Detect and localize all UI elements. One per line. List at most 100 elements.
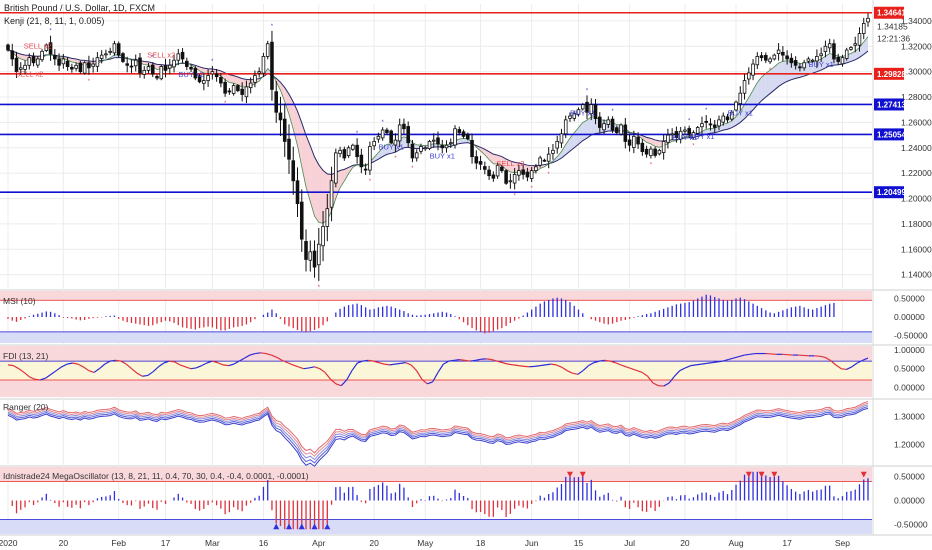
candle-body <box>632 135 636 148</box>
fdi-line-segment <box>668 375 675 384</box>
candle-body <box>602 123 606 131</box>
mega-tick-label: -0.50000 <box>894 519 928 529</box>
kenji-band-segment <box>753 82 758 110</box>
candle-body <box>866 17 870 23</box>
price-tick-label: 1.24000 <box>901 143 932 153</box>
star-marker: * <box>705 108 708 114</box>
candle-body <box>827 43 832 49</box>
candle-body <box>325 208 330 227</box>
candle-body <box>87 62 91 69</box>
fdi-line-segment <box>722 359 729 362</box>
candle-body <box>764 54 768 61</box>
fdi-line-segment <box>717 360 723 363</box>
fdi-line-segment <box>271 354 277 358</box>
fdi-line-segment <box>40 377 46 381</box>
price-tick-label: 1.14000 <box>901 270 932 280</box>
ranger-line <box>7 402 869 457</box>
kenji-band-segment <box>489 151 494 164</box>
fdi-line-segment <box>824 356 831 361</box>
candle-body <box>853 43 858 46</box>
fdi-line-segment <box>405 362 412 366</box>
fdi-line-segment <box>7 364 14 367</box>
fdi-line-segment <box>389 363 396 366</box>
kenji-band-segment <box>514 162 519 173</box>
kenji-band-segment <box>310 145 315 217</box>
candle-body <box>810 59 815 62</box>
candle-body <box>359 154 364 168</box>
level-tag <box>874 186 904 199</box>
kenji-band-segment <box>587 116 592 139</box>
candle-body <box>487 169 491 177</box>
candle-body <box>295 180 300 205</box>
candle-body <box>236 85 240 92</box>
fdi-line-segment <box>298 366 304 370</box>
fdi-line-segment <box>308 366 315 369</box>
candle-body <box>431 139 436 142</box>
fdi-line-segment <box>238 357 245 362</box>
candle-body <box>82 62 87 74</box>
candle-body <box>474 156 479 164</box>
candle-body <box>546 153 551 162</box>
candle-body <box>793 60 798 66</box>
candle-body <box>712 124 717 128</box>
candle-body <box>700 123 704 128</box>
candle-body <box>78 62 83 73</box>
fdi-line-segment <box>335 383 342 387</box>
countdown-label: 12:21:36 <box>877 34 910 44</box>
fdi-line-segment <box>77 363 84 368</box>
ranger-tick-label: 1.30000 <box>894 412 925 422</box>
mega-upper-zone <box>0 467 872 482</box>
mega-buy-triangle <box>285 523 292 530</box>
fdi-line-segment <box>362 359 369 362</box>
candle-body <box>687 128 691 136</box>
signal-label: BUY x1 <box>728 109 753 118</box>
candle-body <box>840 57 845 65</box>
msi-tick-label: 0.50000 <box>894 293 925 303</box>
candle-body <box>512 174 517 184</box>
kenji-band-segment <box>808 61 813 75</box>
candle-body <box>448 142 453 145</box>
candle-body <box>108 50 112 53</box>
time-tick-label: Jun <box>525 538 539 548</box>
candle-body <box>857 33 862 46</box>
star-marker: * <box>224 101 227 107</box>
candle-body <box>798 66 802 69</box>
kenji-band-segment <box>288 94 294 130</box>
indicator-title: Kenji (21, 8, 11, 1, 0.005) <box>4 16 105 26</box>
candle-body <box>627 139 632 146</box>
msi-upper-zone <box>0 291 872 301</box>
candle-body <box>61 58 66 65</box>
fdi-line-segment <box>464 359 471 362</box>
fdi-line-segment <box>443 360 450 365</box>
fdi-line-segment <box>142 374 148 377</box>
candle-body <box>95 57 100 67</box>
candle-body <box>615 127 619 133</box>
fdi-line-segment <box>185 366 191 370</box>
fdi-line-segment <box>61 363 68 368</box>
fdi-line-segment <box>491 359 498 362</box>
fdi-line-segment <box>120 360 127 365</box>
candle-body <box>563 119 568 135</box>
candle-body <box>776 49 781 55</box>
fdi-line-segment <box>415 370 423 380</box>
fdi-line-segment <box>303 367 310 370</box>
fdi-line-segment <box>437 363 444 373</box>
fdi-line-segment <box>190 367 197 370</box>
candle-body <box>721 115 726 123</box>
signal-label: BUY x1 <box>672 133 697 142</box>
candle-body <box>691 132 696 138</box>
kenji-band-segment <box>386 143 392 155</box>
candle-body <box>312 250 317 268</box>
fdi-line-segment <box>459 359 465 361</box>
candle-body <box>189 66 193 70</box>
fdi-line-segment <box>82 366 89 372</box>
fdi-line-segment <box>421 378 428 385</box>
fdi-line-segment <box>163 360 170 364</box>
mega-sell-triangle <box>566 471 573 478</box>
candle-body <box>666 134 670 143</box>
msi-tick-label: -0.50000 <box>894 331 928 341</box>
fdi-line-segment <box>88 369 95 374</box>
kenji-band-segment <box>306 135 311 202</box>
level-tag <box>874 128 904 141</box>
candle-body <box>610 118 615 131</box>
